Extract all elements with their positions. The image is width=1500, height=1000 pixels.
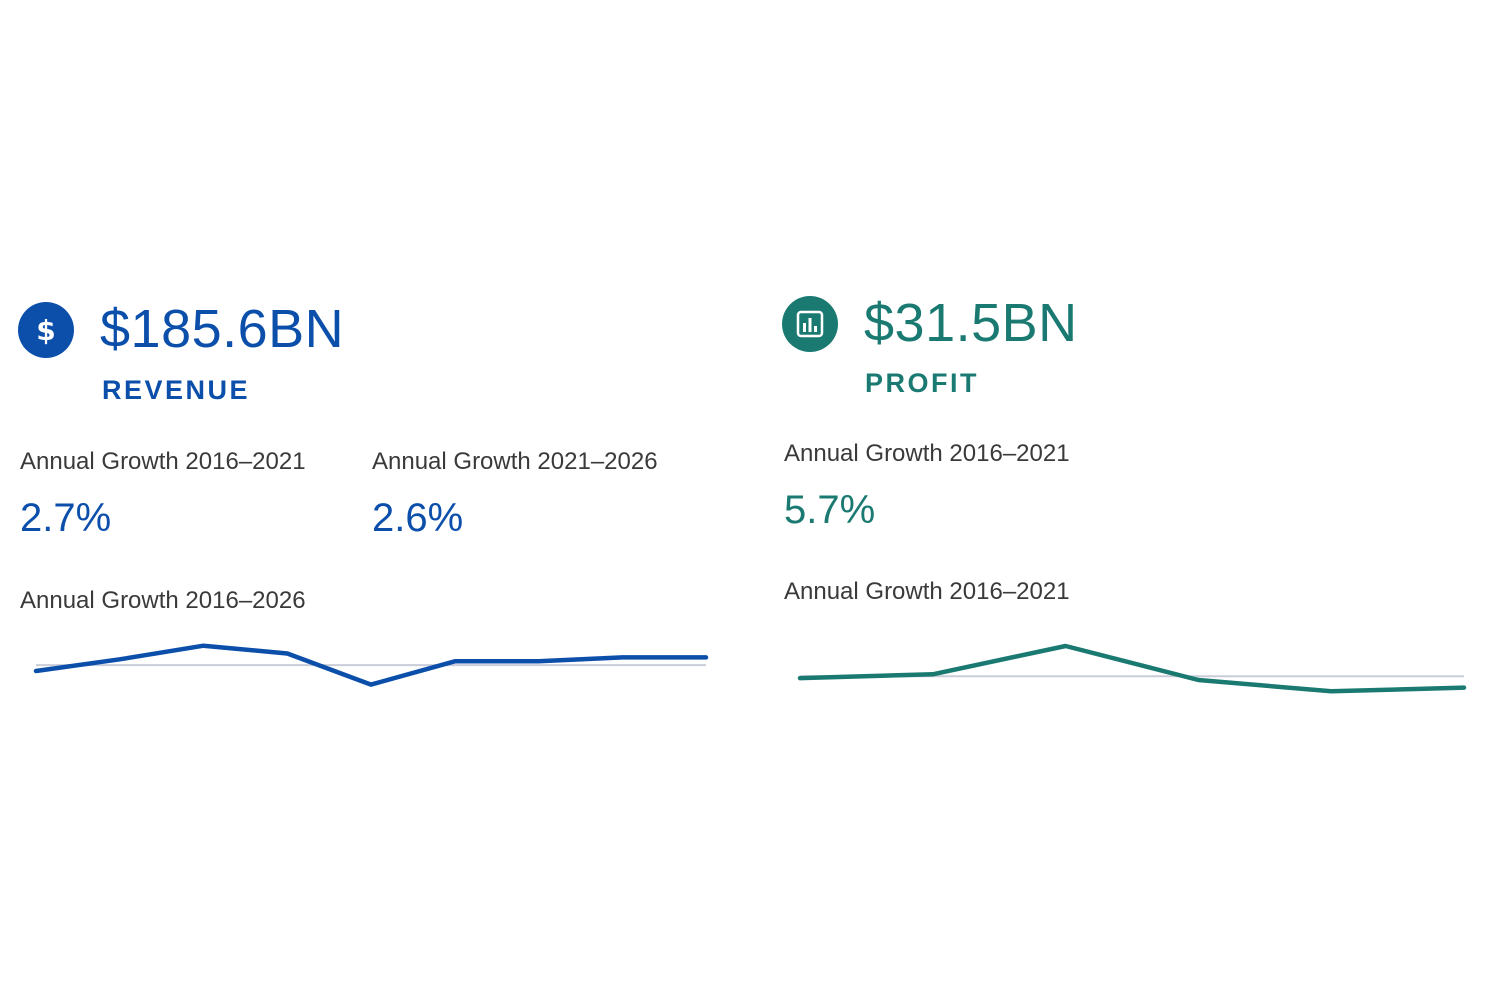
revenue-sparkline: [33, 643, 709, 687]
bar-chart-icon: [782, 296, 838, 352]
revenue-stat-label-2: Annual Growth 2021–2026: [372, 448, 658, 475]
profit-label: PROFIT: [865, 368, 979, 398]
profit-chart-title: Annual Growth 2016–2021: [784, 578, 1070, 605]
profit-series-line: [797, 643, 1467, 694]
profit-stat-value-1: 5.7%: [784, 488, 876, 532]
revenue-stat-value-2: 2.6%: [372, 496, 464, 540]
profit-card: $31.5BN PROFIT Annual Growth 2016–2021 5…: [764, 0, 1500, 1000]
bar-chart-icon-graphic: [796, 310, 824, 338]
dollar-icon-graphic: $: [36, 314, 55, 347]
profit-stat-label-1: Annual Growth 2016–2021: [784, 440, 1070, 467]
revenue-card: $ $185.6BN REVENUE Annual Growth 2016–20…: [0, 0, 740, 1000]
profit-value: $31.5BN: [864, 293, 1078, 353]
svg-text:$: $: [36, 314, 55, 347]
revenue-chart-title: Annual Growth 2016–2026: [20, 587, 306, 614]
revenue-stat-label-1: Annual Growth 2016–2021: [20, 448, 306, 475]
revenue-stat-value-1: 2.7%: [20, 496, 112, 540]
dollar-icon: $: [18, 302, 74, 358]
revenue-series-line: [33, 643, 709, 687]
profit-sparkline: [797, 643, 1467, 694]
revenue-label: REVENUE: [102, 375, 251, 405]
revenue-value: $185.6BN: [100, 299, 345, 359]
